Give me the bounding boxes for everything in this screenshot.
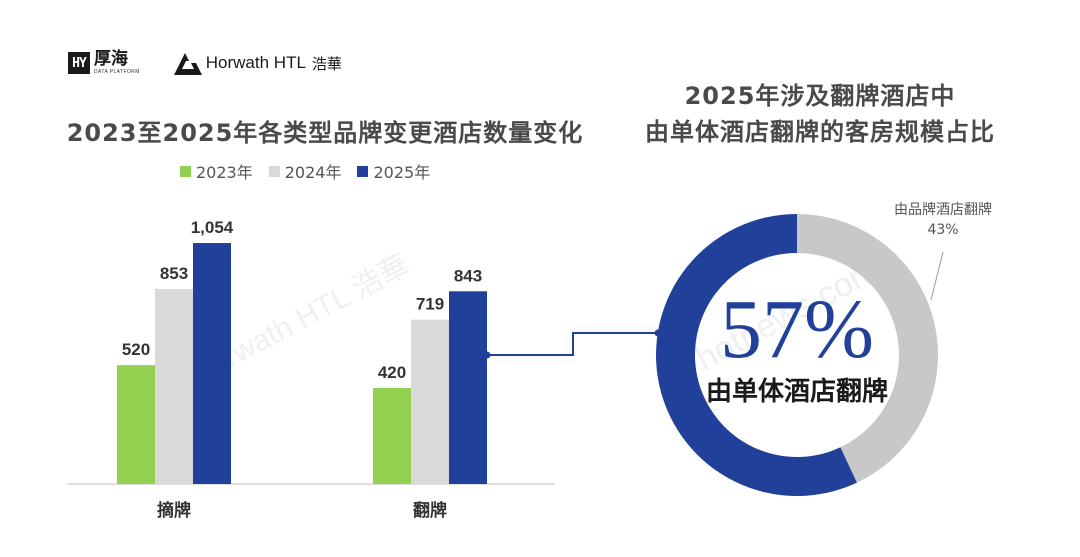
legend-item-2024: 2024年 [268,159,342,183]
horwath-logo-cn: 浩華 [311,54,342,73]
category-label: 摘牌 [157,500,191,521]
connector-dot-end [654,329,662,337]
donut-callout-value: 43% [927,222,959,238]
bar-翻牌-2024年 [411,319,449,484]
donut-slice-secondary [797,214,938,483]
haohai-logo-sub: DATA PLATFORM [94,69,140,75]
donut-chart-title: 2025年涉及翻牌酒店中 由单体酒店翻牌的客房规模占比 [610,78,1030,150]
haohai-logo: HY 厚海 DATA PLATFORM [68,51,140,75]
donut-chart-plot [655,213,938,497]
bar-摘牌-2023年 [117,365,155,484]
bar-chart-plot: 520 853 1,054 摘牌 420 719 843 翻牌 [117,218,487,521]
donut-callout: 由品牌酒店翻牌 43% [858,200,1028,240]
bar-翻牌-2025年 [449,291,487,484]
bar-chart-title: 2023至2025年各类型品牌变更酒店数量变化 [66,119,584,147]
category-label: 翻牌 [413,500,447,521]
legend-swatch-2024 [268,165,280,177]
haohai-logo-mark: HY [68,52,90,74]
bar-value-label: 520 [122,340,150,359]
legend-swatch-2023 [180,165,191,177]
haohai-logo-name: 厚海 [94,49,128,69]
bar-摘牌-2025年 [193,243,231,484]
legend-label-2025: 2025年 [373,163,431,182]
donut-title-line-2: 由单体酒店翻牌的客房规模占比 [645,118,995,146]
horwath-logo: Horwath HTL 浩華 [173,51,342,75]
donut-title-line-1: 2025年涉及翻牌酒店中 [684,82,956,110]
horwath-logo-name: Horwath HTL [205,53,306,72]
bar-chart-legend: 2023年 2024年 2025年 [180,159,446,183]
bar-value-label: 843 [454,266,482,285]
donut-slice-primary [655,213,858,497]
legend-label-2024: 2024年 [284,163,342,182]
legend-item-2023: 2023年 [180,159,253,183]
horwath-mountain-icon [173,53,202,75]
donut-callout-label: 由品牌酒店翻牌 [894,202,992,218]
bar-value-label: 1,054 [191,218,234,237]
legend-label-2023: 2023年 [196,163,253,182]
donut-center-caption: 由单体酒店翻牌 [705,377,888,407]
bar-翻牌-2023年 [373,387,411,484]
legend-item-2025: 2025年 [357,159,430,183]
bar-value-label: 719 [416,295,444,314]
callout-leader-line [930,251,944,301]
logo-row: HY 厚海 DATA PLATFORM Horwath HTL 浩華 [68,48,342,78]
bar-value-label: 420 [378,363,406,382]
bar-摘牌-2024年 [155,289,193,484]
legend-swatch-2025 [357,165,369,177]
connector-line [487,332,658,356]
donut-center-percent: 57% [720,283,874,376]
connector-dot-start [483,351,491,359]
bar-value-label: 853 [160,264,188,283]
